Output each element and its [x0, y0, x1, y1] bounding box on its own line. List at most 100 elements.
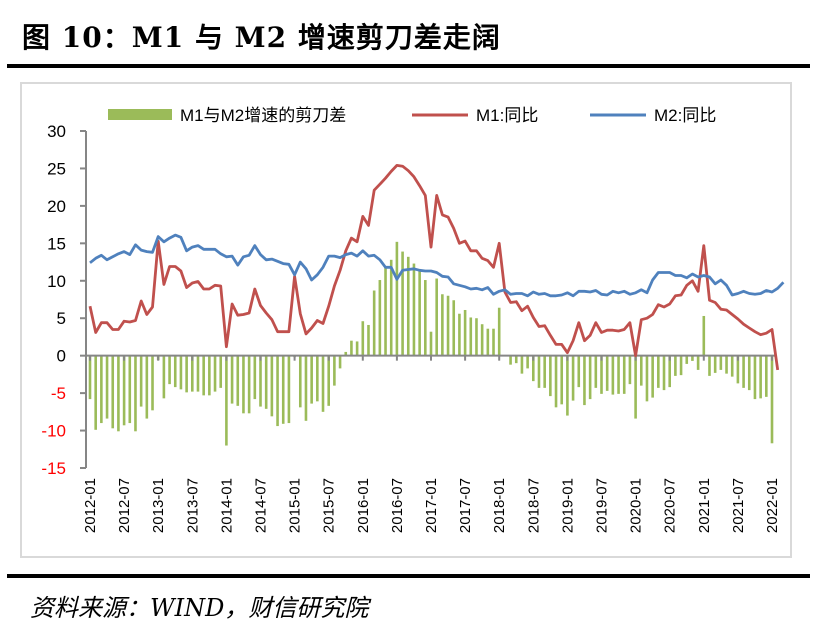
line-series [88, 163, 785, 371]
y-tick-label: 25 [47, 159, 66, 178]
spread-bar [446, 295, 450, 356]
spread-bar [691, 355, 694, 361]
spread-bar [475, 318, 478, 356]
y-tick-label: 0 [57, 347, 66, 366]
spread-bar [281, 355, 285, 424]
spread-bar [173, 355, 177, 388]
legend-label-spread: M1与M2增速的剪刀差 [180, 106, 346, 125]
spread-bar [122, 355, 126, 426]
x-tick-label: 2013-01 [150, 478, 167, 533]
spread-bar [469, 317, 473, 356]
spread-bar [713, 355, 717, 373]
x-tick-label: 2013-07 [184, 478, 201, 533]
spread-bar [253, 355, 257, 400]
spread-bar [316, 355, 319, 402]
spread-bar [344, 351, 348, 356]
spread-bar [202, 355, 205, 396]
legend: M1与M2增速的剪刀差 M1:同比 M2:同比 [108, 106, 716, 125]
spread-bar [458, 313, 461, 356]
spread-bar [276, 355, 279, 427]
spread-bar [719, 355, 723, 370]
spread-bar [401, 251, 404, 356]
spread-bar [549, 355, 552, 397]
spread-bar [747, 355, 751, 391]
spread-bar [338, 355, 342, 369]
x-tick-label: 2016-07 [389, 478, 406, 533]
spread-bar [543, 355, 546, 388]
spread-bar [611, 355, 615, 395]
x-tick-label: 2018-07 [525, 478, 542, 533]
spread-bar [117, 355, 120, 432]
x-tick-label: 2017-07 [457, 478, 474, 533]
spread-bar [333, 355, 336, 386]
y-tick-label: 10 [47, 272, 66, 291]
spread-bar [651, 355, 654, 398]
spread-bar [219, 355, 223, 388]
spread-bar [395, 241, 399, 356]
spread-bar [310, 355, 313, 404]
title-rule [7, 64, 810, 68]
spread-bar [770, 355, 774, 444]
spread-bar [208, 355, 211, 396]
x-tick-label: 2018-01 [491, 478, 508, 533]
spread-bar [139, 355, 143, 407]
spread-bar [435, 278, 438, 356]
spread-bar [588, 355, 592, 400]
legend-label-m2: M2:同比 [654, 106, 716, 125]
spread-bar [298, 355, 302, 408]
spread-bar [600, 355, 603, 394]
x-tick-label: 2022-01 [764, 478, 781, 533]
x-tick-label: 2014-01 [218, 478, 235, 533]
spread-bar [179, 355, 183, 390]
spread-bar [196, 355, 200, 392]
spread-bar [583, 355, 586, 406]
spread-bar [657, 355, 660, 388]
spread-bar [213, 355, 217, 392]
spread-bar [287, 355, 291, 424]
x-tick-label: 2017-01 [423, 478, 440, 533]
y-tick-label: -15 [41, 459, 66, 478]
spread-bar [679, 355, 683, 376]
spread-bar [350, 340, 353, 356]
spread-bar [259, 355, 262, 407]
spread-bar [708, 355, 711, 376]
spread-bar [685, 355, 689, 364]
spread-bar [367, 324, 370, 356]
spread-bar [162, 355, 166, 399]
spread-bar [759, 355, 762, 399]
y-tick-label: 20 [47, 197, 66, 216]
spread-bar [730, 355, 734, 377]
x-tick-label: 2019-01 [559, 478, 576, 533]
spread-bar [571, 355, 575, 401]
spread-bar [509, 355, 512, 365]
spread-bar [389, 259, 393, 356]
x-tick-label: 2020-01 [628, 478, 645, 533]
spread-bar [560, 355, 564, 405]
spread-bar [304, 355, 308, 421]
x-tick-label: 2019-07 [594, 478, 611, 533]
m2-line [89, 233, 785, 298]
spread-bar [452, 300, 456, 356]
spread-bar [88, 355, 92, 400]
spread-bar [242, 355, 245, 414]
x-tick-label: 2021-01 [696, 478, 713, 533]
x-tick-label: 2012-07 [116, 478, 133, 533]
spread-bar [145, 355, 149, 419]
spread-bar [605, 355, 609, 391]
y-tick-label: 30 [47, 122, 66, 141]
spread-bar [441, 294, 444, 356]
spread-bar [225, 355, 228, 446]
spread-bar [230, 355, 234, 404]
spread-bar [662, 355, 666, 391]
spread-bar [185, 355, 188, 393]
spread-bar [412, 263, 416, 356]
spread-bar [526, 355, 529, 369]
spread-bar [532, 355, 535, 382]
spread-bar [111, 355, 115, 429]
source-rule [7, 574, 810, 578]
spread-bar [634, 355, 637, 419]
spread-bar [765, 355, 768, 397]
spread-bar [105, 355, 109, 419]
x-axis: 2012-01 2012-07 2013-01 2013-07 2014-01 2014-… [82, 354, 781, 533]
